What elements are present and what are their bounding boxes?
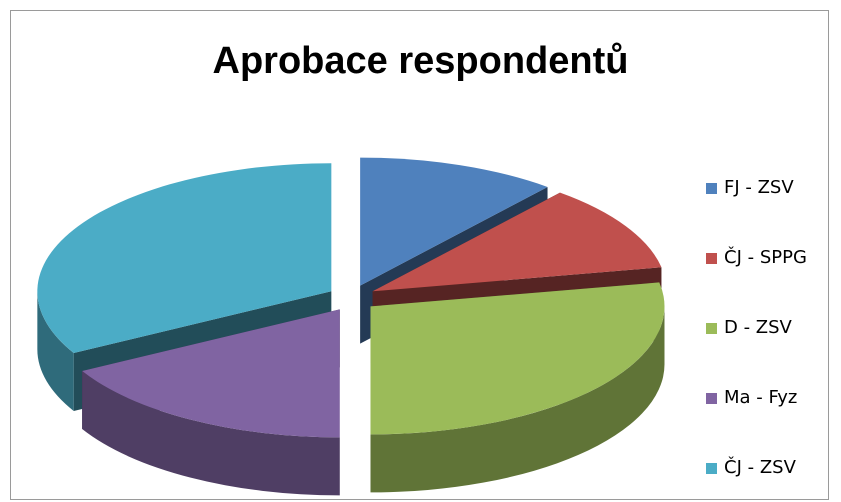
pie-slice-ma-fyz (82, 309, 340, 496)
pie-slice-d-zsv (370, 282, 665, 493)
legend-swatch (706, 463, 717, 474)
legend-swatch (706, 183, 717, 194)
legend-label: Ma - Fyz (724, 387, 798, 408)
legend-label: ČJ - ZSV (724, 457, 796, 478)
legend-label: FJ - ZSV (724, 177, 794, 198)
legend-label: ČJ - SPPG (724, 247, 807, 268)
legend-swatch (706, 393, 717, 404)
legend-swatch (706, 253, 717, 264)
legend-swatch (706, 323, 717, 334)
chart-title: Aprobace respondentů (212, 40, 629, 82)
legend-label: D - ZSV (724, 317, 792, 338)
